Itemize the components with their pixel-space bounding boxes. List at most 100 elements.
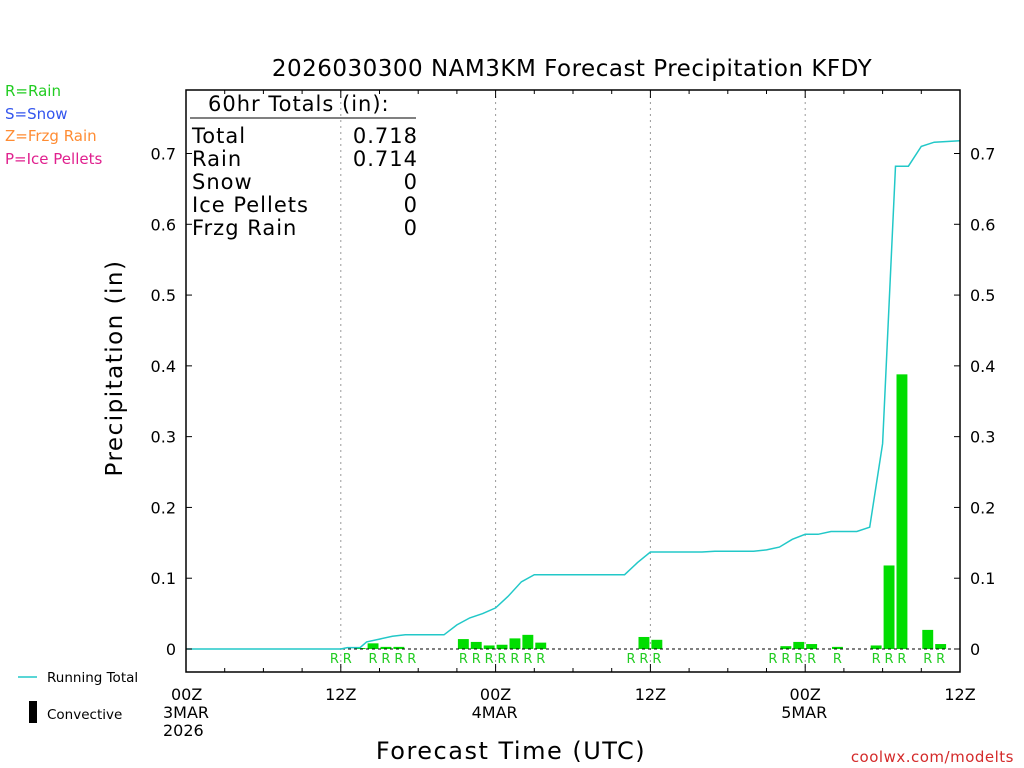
ptype-label-55h: R [885,652,894,667]
precip-bar-58h [922,629,934,649]
totals-label-total: Total [191,124,246,148]
totals-label-rain: Rain [192,147,242,171]
series-legend: Running Total Convective [18,670,138,723]
precip-bar-55h [883,565,895,649]
ptype-label-22h: R [459,652,468,667]
legend-rain: R=Rain [5,82,61,100]
ptype-label-17h: R [394,652,403,667]
ptype-label-36h: R [639,652,648,667]
ptype-label-37h: R [652,652,661,667]
running-total-line-group [186,140,961,650]
ptype-label-15h: R [369,652,378,667]
x-tick-label-0h-1: 3MAR [163,703,209,722]
y-axis: 0 00.1 0.10.2 0.20.3 0.30.4 0.40.5 0.50.6 0.60.… [151,145,996,660]
y-tick-label-right-7: 0.7 [970,145,995,164]
y-tick-label-left-6: 0.6 [151,215,176,234]
precip-bar-59h [935,644,947,649]
precip-bar-36h [638,636,650,649]
legend-frzg-rain: Z=Frzg Rain [5,127,97,145]
precip-bar-25h [496,644,508,649]
y-tick-label-left-3: 0.3 [151,428,176,447]
x-axis-label: Forecast Time (UTC) [376,737,646,765]
legend-running-total-label: Running Total [47,670,138,686]
precip-bar-15h [367,643,379,649]
totals-box: 60hr Totals (in): Total 0.718 Rain 0.714… [190,92,418,240]
legend-convective-label: Convective [47,707,122,723]
ptype-label-18h: R [407,652,416,667]
ptype-label-25h: R [498,652,507,667]
precip-bars [354,374,947,649]
precip-bar-47h [780,646,792,649]
y-tick-label-left-5: 0.5 [151,286,176,305]
ptype-label-56h: R [897,652,906,667]
ptype-label-47h: R [781,652,790,667]
x-tick-label-48h-0: 00Z [790,685,821,704]
ptype-label-16h: R [381,652,390,667]
totals-value-snow: 0 [404,170,418,194]
x-tick-label-0h-2: 2026 [163,721,204,740]
y-tick-label-left-2: 0.2 [151,498,176,517]
ptype-label-24h: R [485,652,494,667]
y-tick-label-right-0: 0 [970,640,980,659]
totals-value-rain: 0.714 [353,147,418,171]
ptype-label-27h: R [523,652,532,667]
site-credit: coolwx.com/modelts [851,748,1014,766]
y-tick-label-right-5: 0.5 [970,286,995,305]
ptype-label-12h: R [330,652,339,667]
y-tick-label-right-2: 0.2 [970,498,995,517]
x-tick-label-24h-0: 00Z [480,685,511,704]
legend-ice-pellets: P=Ice Pellets [5,150,102,168]
ptype-label-59h: R [936,652,945,667]
ptype-label-58h: R [923,652,932,667]
totals-label-snow: Snow [192,170,253,194]
precip-bar-17h [393,646,405,649]
x-tick-label-0h-0: 00Z [171,685,202,704]
ptype-label-28h: R [536,652,545,667]
ptype-label-26h: R [510,652,519,667]
y-tick-label-left-0: 0 [166,640,176,659]
precip-bar-54h [870,645,882,649]
ptype-legend: R=Rain S=Snow Z=Frzg Rain P=Ice Pellets [5,82,102,168]
y-axis-label: Precipitation (in) [102,260,128,477]
plot-frame [185,89,961,673]
y-tick-label-left-1: 0.1 [151,569,176,588]
y-tick-label-right-6: 0.6 [970,215,995,234]
totals-label-ice-pellets: Ice Pellets [192,193,309,217]
ptype-label-51h: R [833,652,842,667]
y-tick-label-left-7: 0.7 [151,145,176,164]
y-tick-label-right-4: 0.4 [970,357,995,376]
y-tick-label-left-4: 0.4 [151,357,176,376]
ptype-label-13h: R [343,652,352,667]
precip-bar-22h [457,639,469,649]
precip-bar-49h [806,644,818,649]
totals-value-ice-pellets: 0 [404,193,418,217]
precip-bar-24h [483,645,495,649]
ptype-label-46h: R [768,652,777,667]
ptype-label-49h: R [807,652,816,667]
chart-title: 2026030300 NAM3KM Forecast Precipitation… [272,56,873,82]
running-total-line [186,140,961,650]
precip-bar-48h [793,641,805,649]
ptype-label-54h: R [872,652,881,667]
precip-bar-27h [522,634,534,649]
legend-snow: S=Snow [5,105,68,123]
legend-convective-swatch [29,701,37,723]
totals-value-frzg-rain: 0 [404,216,418,240]
grid-lines [340,90,806,672]
x-tick-label-48h-1: 5MAR [781,703,827,722]
ptype-label-48h: R [794,652,803,667]
precip-bar-23h [470,641,482,649]
x-tick-label-12h-0: 12Z [325,685,356,704]
precip-bar-26h [509,638,521,649]
precip-bar-56h [896,374,908,649]
precip-bar-16h [380,646,392,649]
y-tick-label-right-3: 0.3 [970,428,995,447]
x-tick-label-60h-0: 12Z [944,685,975,704]
x-tick-label-36h-0: 12Z [635,685,666,704]
precip-bar-37h [651,639,663,649]
totals-value-total: 0.718 [353,124,418,148]
ptype-label-23h: R [472,652,481,667]
